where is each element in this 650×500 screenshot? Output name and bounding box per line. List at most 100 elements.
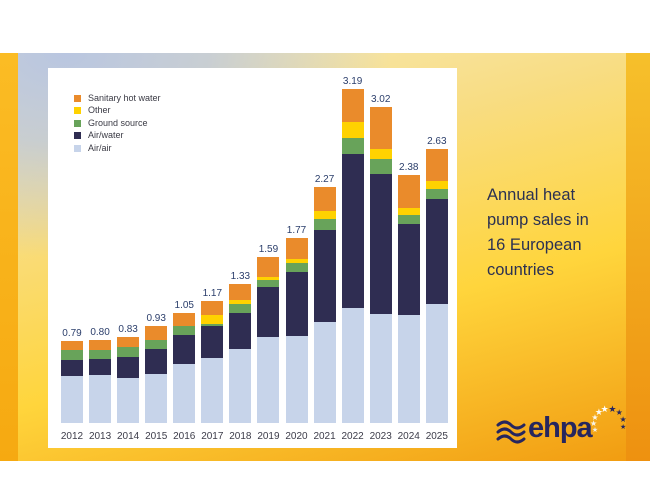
bar-total-label: 1.59 xyxy=(258,244,279,255)
legend-item: Sanitary hot water xyxy=(74,92,161,105)
bar-segment-air-water xyxy=(229,313,252,349)
bar-column-2024: 2.38 xyxy=(397,162,420,423)
year-label: 2019 xyxy=(257,431,280,442)
star-icon: ★ xyxy=(600,404,609,415)
bar-segment-air-air xyxy=(257,337,280,423)
bar-segment-other xyxy=(257,277,280,280)
legend-label: Ground source xyxy=(88,117,148,128)
star-icon: ★ xyxy=(591,412,599,422)
star-icon: ★ xyxy=(619,424,627,432)
bar-segment-sanitary-hot-water xyxy=(369,107,392,149)
bar-segment-air-water xyxy=(201,326,224,358)
bar-segment-ground-source xyxy=(89,350,112,359)
bar-total-label: 2.63 xyxy=(427,136,447,147)
caption-line: pump sales in xyxy=(487,211,589,229)
bar-segment-air-water xyxy=(369,174,392,314)
bar-segment-ground-source xyxy=(229,304,252,313)
bar-segment-air-air xyxy=(61,376,83,423)
bar-segment-air-air xyxy=(285,336,308,423)
bar-segment-ground-source xyxy=(397,215,420,224)
year-label: 2012 xyxy=(60,431,84,442)
bar-segment-air-water xyxy=(117,357,140,378)
bar-segment-ground-source xyxy=(425,189,448,199)
bar-column-2023: 3.02 xyxy=(369,94,392,423)
bar-column-2016: 1.05 xyxy=(173,300,196,423)
bar-segment-ground-source xyxy=(173,326,196,335)
ehpa-logo: ehpa ★ ★ ★ ★ ★ ★ ★ ★ ★ xyxy=(496,405,636,454)
legend-label: Sanitary hot water xyxy=(88,92,161,103)
bar-segment-sanitary-hot-water xyxy=(173,313,196,326)
bar-segment-air-air xyxy=(145,374,168,423)
legend-label: Air/air xyxy=(88,142,112,153)
bar-total-label: 2.27 xyxy=(314,174,335,185)
slide-left-gold-edge xyxy=(0,53,18,461)
bar-column-2020: 1.77 xyxy=(285,225,308,423)
legend-swatch-icon xyxy=(74,144,81,152)
year-label: 2021 xyxy=(313,431,336,442)
bar-segment-ground-source xyxy=(257,280,280,287)
bar-segment-air-water xyxy=(425,199,448,304)
bar-segment-other xyxy=(425,181,448,189)
year-label: 2022 xyxy=(341,431,364,442)
bar-segment-air-water xyxy=(61,360,83,376)
bar-segment-air-air xyxy=(89,375,112,423)
bar-column-2022: 3.19 xyxy=(341,76,364,423)
bar-segment-air-air xyxy=(229,349,252,423)
year-label: 2017 xyxy=(201,431,224,442)
ehpa-logo-text: ehpa xyxy=(528,412,593,444)
star-icon: ★ xyxy=(608,404,617,415)
chart-legend: Sanitary hot water Other Ground source Air/… xyxy=(74,92,161,155)
legend-item: Air/water xyxy=(74,130,161,143)
bar-total-label: 3.02 xyxy=(370,94,391,105)
legend-swatch-icon xyxy=(74,132,81,140)
slide-caption: Annual heat pump sales in 16 European count… xyxy=(487,183,637,283)
star-icon: ★ xyxy=(594,407,603,418)
bar-segment-other xyxy=(285,259,308,263)
bar-segment-sanitary-hot-water xyxy=(425,149,448,181)
bar-segment-air-air xyxy=(341,308,364,423)
bar-segment-other xyxy=(397,208,420,215)
caption-line: Annual heat xyxy=(487,186,576,204)
bar-segment-air-air xyxy=(397,315,420,423)
bar-segment-ground-source xyxy=(341,138,364,154)
bar-segment-air-air xyxy=(425,304,448,423)
chart-panel: Sanitary hot water Other Ground source Air/… xyxy=(48,68,457,448)
year-label: 2024 xyxy=(397,431,420,442)
bar-total-label: 1.33 xyxy=(230,271,251,282)
year-label: 2020 xyxy=(285,431,308,442)
bar-total-label: 0.80 xyxy=(90,327,110,338)
year-label: 2013 xyxy=(88,431,112,442)
bar-segment-air-air xyxy=(117,378,140,423)
legend-item: Ground source xyxy=(74,117,161,130)
year-label: 2018 xyxy=(229,431,252,442)
bar-segment-ground-source xyxy=(313,219,336,230)
legend-swatch-icon xyxy=(74,94,81,102)
bar-segment-sanitary-hot-water xyxy=(61,341,83,350)
star-icon: ★ xyxy=(591,426,599,434)
legend-swatch-icon xyxy=(74,119,81,127)
bar-total-label: 1.05 xyxy=(174,300,194,311)
bar-segment-sanitary-hot-water xyxy=(257,257,280,277)
bar-segment-sanitary-hot-water xyxy=(145,326,168,340)
legend-item: Air/air xyxy=(74,142,161,155)
bar-segment-air-water xyxy=(257,287,280,337)
year-label: 2025 xyxy=(425,431,448,442)
year-label: 2023 xyxy=(369,431,392,442)
bar-total-label: 2.38 xyxy=(399,162,419,173)
bar-segment-ground-source xyxy=(61,350,83,360)
legend-label: Other xyxy=(88,105,111,116)
bar-segment-sanitary-hot-water xyxy=(397,175,420,208)
bar-segment-sanitary-hot-water xyxy=(285,238,308,259)
bar-total-label: 0.93 xyxy=(146,313,166,324)
bar-segment-other xyxy=(341,122,364,138)
bar-segment-ground-source xyxy=(369,159,392,174)
bar-column-2021: 2.27 xyxy=(313,174,336,423)
legend-swatch-icon xyxy=(74,107,81,115)
bar-total-label: 1.17 xyxy=(202,288,223,299)
bar-column-2012: 0.79 xyxy=(61,328,83,423)
year-label: 2016 xyxy=(173,431,196,442)
x-axis-year-labels: 2012 2013 2014 2015 2016 2017 2018 2019 2020 2021… xyxy=(61,431,448,442)
bar-column-2015: 0.93 xyxy=(145,313,168,423)
star-icon: ★ xyxy=(590,419,598,428)
legend-label: Air/water xyxy=(88,130,124,141)
